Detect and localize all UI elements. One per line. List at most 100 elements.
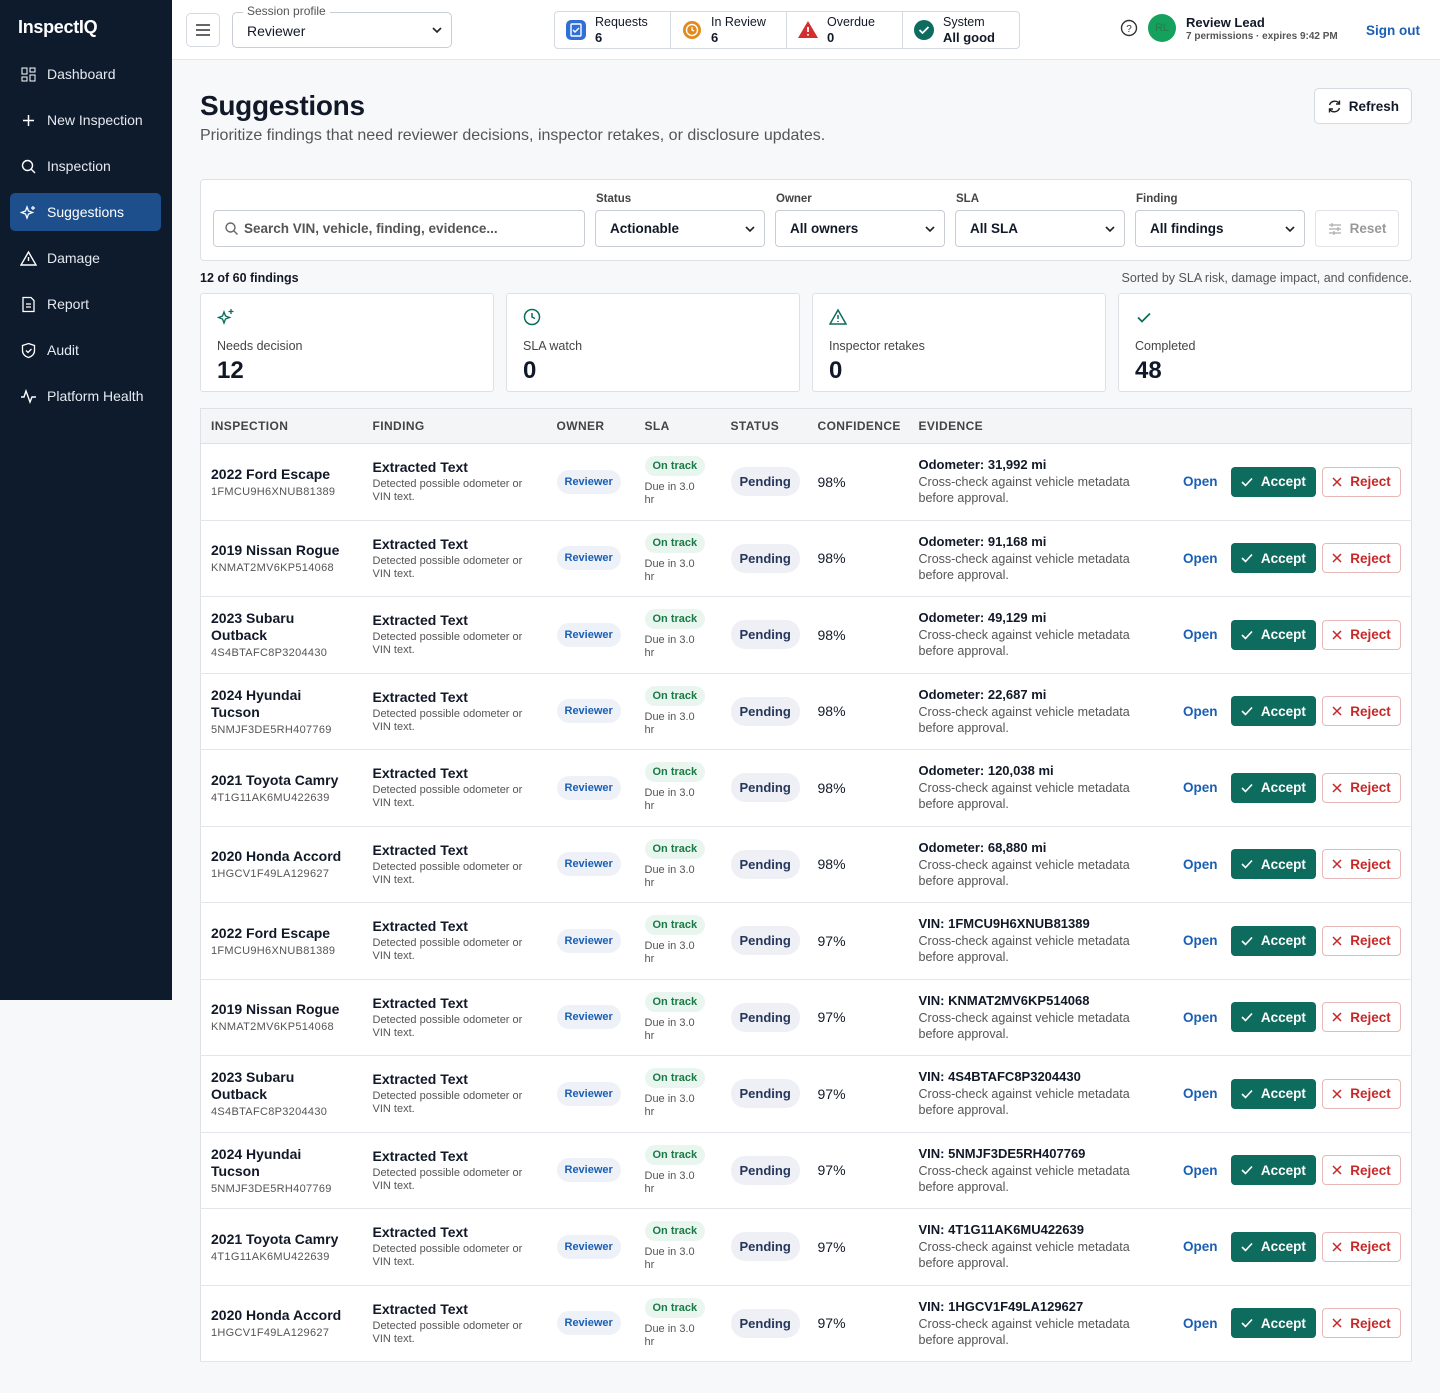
nav-item[interactable]: Inspection <box>10 147 161 185</box>
reject-button[interactable]: Reject <box>1321 1002 1402 1033</box>
svg-text:?: ? <box>1126 24 1132 35</box>
sign-out[interactable]: Sign out <box>1366 23 1420 38</box>
open-link[interactable]: Open <box>1182 627 1218 643</box>
finding-detail: Detected possible odometer or VIN text. <box>372 707 523 733</box>
filter-select[interactable]: SLA All SLA <box>955 193 1125 247</box>
card-label: Inspector retakes <box>829 339 925 353</box>
status-badge: Pending <box>730 926 800 956</box>
owner-badge: Reviewer <box>556 1234 621 1259</box>
nav-item[interactable]: Suggestions <box>10 193 161 231</box>
evidence-detail: Cross-check against vehicle metadata bef… <box>918 857 1130 888</box>
finding-detail: Detected possible odometer or VIN text. <box>372 1319 523 1345</box>
reject-button[interactable]: Reject <box>1321 696 1402 727</box>
column-header: STATUS <box>720 408 808 444</box>
cell-confidence: 98% <box>807 826 909 903</box>
confidence: 98% <box>817 473 846 490</box>
open-link[interactable]: Open <box>1182 703 1218 719</box>
sla-due: Due in 3.0 hr <box>644 1093 695 1119</box>
reject-button[interactable]: Reject <box>1321 849 1402 880</box>
column-header: FINDING <box>362 408 547 444</box>
finding: Extracted Text <box>372 459 468 476</box>
column-header: INSPECTION <box>200 408 363 444</box>
status-value: 0 <box>827 30 835 45</box>
accept-button[interactable]: Accept <box>1230 772 1316 803</box>
cell-confidence: 97% <box>807 902 909 980</box>
cell-finding: Extracted Text Detected possible odometer… <box>362 1132 547 1209</box>
status-badge: Pending <box>730 773 800 803</box>
open-link[interactable]: Open <box>1182 1086 1218 1102</box>
finding-detail: Detected possible odometer or VIN text. <box>372 937 523 963</box>
nav-item[interactable]: Damage <box>10 239 161 277</box>
open-link[interactable]: Open <box>1182 1009 1218 1025</box>
finding: Extracted Text <box>372 1147 468 1164</box>
accept-button[interactable]: Accept <box>1230 696 1316 727</box>
search-input[interactable]: Search VIN, vehicle, finding, evidence..… <box>213 210 585 247</box>
open-link[interactable]: Open <box>1182 474 1218 490</box>
accept-button[interactable]: Accept <box>1230 925 1316 956</box>
open-link[interactable]: Open <box>1182 933 1218 949</box>
accept-button[interactable]: Accept <box>1230 1231 1316 1262</box>
nav-item[interactable]: Dashboard <box>10 55 161 93</box>
cell-sla: On track Due in 3.0 hr <box>634 673 721 750</box>
session-select[interactable]: Session profile Reviewer <box>232 4 452 48</box>
accept-button[interactable]: Accept <box>1230 466 1316 497</box>
reject-button[interactable]: Reject <box>1321 543 1402 574</box>
finding: Extracted Text <box>372 1300 468 1317</box>
reject-button[interactable]: Reject <box>1321 1308 1402 1339</box>
reject-button[interactable]: Reject <box>1321 1078 1402 1109</box>
cell-status: Pending <box>720 826 808 903</box>
evidence-detail: Cross-check against vehicle metadata bef… <box>918 1240 1130 1271</box>
evidence-title: Odometer: 120,038 mi <box>918 763 1054 779</box>
column-header: EVIDENCE <box>908 408 1166 444</box>
filter-select[interactable]: Finding All findings <box>1135 193 1305 247</box>
nav-item[interactable]: New Inspection <box>10 101 161 139</box>
open-link[interactable]: Open <box>1182 856 1218 872</box>
reset-button[interactable]: Reset <box>1315 210 1399 247</box>
status-text: System All good <box>943 15 995 45</box>
table-row: 2019 Nissan Rogue KNMAT2MV6KP514068 Extrac… <box>200 979 1412 1056</box>
card-value: 12 <box>217 357 244 384</box>
status-label: In Review <box>711 15 766 29</box>
evidence-title: Odometer: 22,687 mi <box>918 686 1047 702</box>
sla-badge: On track <box>644 838 706 859</box>
reject-button[interactable]: Reject <box>1321 619 1402 650</box>
cell-evidence: Odometer: 68,880 mi Cross-check against v… <box>908 826 1166 903</box>
refresh-button[interactable]: Refresh <box>1313 88 1412 124</box>
accept-button[interactable]: Accept <box>1230 1078 1316 1109</box>
menu-button[interactable] <box>186 13 220 47</box>
cell-inspection: 2023 Subaru Outback 4S4BTAFC8P3204430 <box>200 596 363 674</box>
open-link[interactable]: Open <box>1182 550 1218 566</box>
nav-item[interactable]: Report <box>10 285 161 323</box>
reject-button[interactable]: Reject <box>1321 1155 1402 1186</box>
sla-badge: On track <box>644 915 706 936</box>
filter-select[interactable]: Owner All owners <box>775 193 945 247</box>
reject-label: Reject <box>1350 474 1391 490</box>
evidence-detail: Cross-check against vehicle metadata bef… <box>918 704 1130 735</box>
accept-button[interactable]: Accept <box>1230 849 1316 880</box>
nav-item[interactable]: Platform Health <box>10 377 161 415</box>
accept-label: Accept <box>1260 550 1306 566</box>
reject-button[interactable]: Reject <box>1321 1231 1402 1262</box>
open-link[interactable]: Open <box>1182 1315 1218 1331</box>
nav-item[interactable]: Audit <box>10 331 161 369</box>
accept-button[interactable]: Accept <box>1230 1308 1316 1339</box>
open-link[interactable]: Open <box>1182 1239 1218 1255</box>
confidence: 97% <box>817 1315 846 1332</box>
accept-button[interactable]: Accept <box>1230 1155 1316 1186</box>
accept-label: Accept <box>1260 703 1306 719</box>
sla-due: Due in 3.0 hr <box>644 710 695 736</box>
reject-button[interactable]: Reject <box>1321 925 1402 956</box>
evidence-detail: Cross-check against vehicle metadata bef… <box>918 934 1130 965</box>
filter-select[interactable]: Status Actionable <box>595 193 765 247</box>
owner-badge: Reviewer <box>556 1311 621 1336</box>
reject-button[interactable]: Reject <box>1321 466 1402 497</box>
accept-button[interactable]: Accept <box>1230 1002 1316 1033</box>
reject-label: Reject <box>1350 703 1391 719</box>
accept-button[interactable]: Accept <box>1230 543 1316 574</box>
card-value: 0 <box>829 357 843 384</box>
open-link[interactable]: Open <box>1182 1162 1218 1178</box>
open-link[interactable]: Open <box>1182 780 1218 796</box>
reject-button[interactable]: Reject <box>1321 772 1402 803</box>
accept-button[interactable]: Accept <box>1230 619 1316 650</box>
